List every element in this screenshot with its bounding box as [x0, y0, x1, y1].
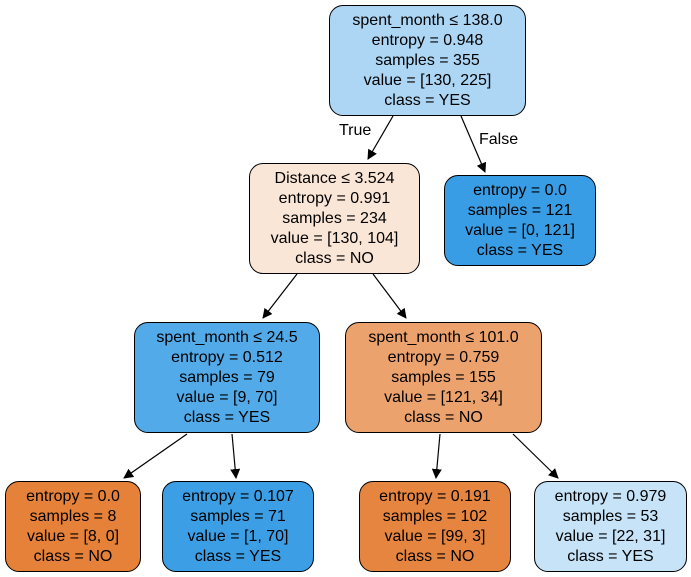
node-leaf-no-102-value: value = [99, 3] — [384, 527, 486, 545]
edge-label-false: False — [479, 131, 519, 148]
edge-n1-n4 — [372, 273, 407, 319]
node-spent-month-101-class: class = NO — [404, 408, 483, 426]
node-spent-month-24-5-value: value = [9, 70] — [176, 388, 278, 406]
node-leaf-yes-53: entropy = 0.979 samples = 53 value = [22… — [534, 481, 687, 572]
edge-label-true: True — [339, 122, 372, 139]
node-leaf-no-102-samples: samples = 102 — [382, 507, 488, 525]
node-leaf-yes-71-value: value = [1, 70] — [187, 527, 289, 545]
node-leaf-no-8: entropy = 0.0 samples = 8 value = [8, 0]… — [5, 481, 141, 572]
node-leaf-no-8-entropy: entropy = 0.0 — [26, 487, 120, 505]
node-root-value: value = [130, 225] — [363, 71, 492, 89]
node-spent-month-24-5-class: class = YES — [183, 408, 271, 426]
node-leaf-no-102-class: class = NO — [395, 547, 475, 565]
node-spent-month-101: spent_month ≤ 101.0 entropy = 0.759 samp… — [345, 322, 542, 433]
node-leaf-yes-121: entropy = 0.0 samples = 121 value = [0, … — [444, 175, 596, 266]
node-leaf-yes-71-entropy: entropy = 0.107 — [182, 487, 294, 505]
edge-root-n1 — [367, 115, 394, 160]
node-root-split: spent_month ≤ 138.0 — [352, 11, 503, 29]
node-spent-month-101-condition: spent_month ≤ 101.0 — [368, 328, 519, 346]
node-leaf-yes-121-class: class = YES — [476, 241, 564, 259]
node-root-samples: samples = 355 — [375, 51, 480, 69]
edge-n4-n8 — [512, 433, 559, 479]
node-spent-month-24-5-condition: spent_month ≤ 24.5 — [156, 328, 298, 346]
node-leaf-no-102: entropy = 0.191 samples = 102 value = [9… — [359, 481, 511, 572]
node-leaf-yes-71-samples: samples = 71 — [190, 507, 286, 525]
edge-n3-n5 — [123, 433, 188, 479]
node-leaf-yes-121-entropy: entropy = 0.0 — [473, 181, 567, 199]
edge-root-n2 — [460, 115, 487, 173]
node-spent-month-101-samples: samples = 155 — [391, 368, 496, 386]
edge-n4-n7 — [431, 433, 442, 479]
node-root-entropy: entropy = 0.948 — [371, 31, 484, 49]
node-leaf-yes-53-entropy: entropy = 0.979 — [554, 487, 667, 505]
node-distance-split-entropy: entropy = 0.991 — [278, 189, 391, 207]
edge-n1-n3 — [262, 273, 298, 319]
node-leaf-no-8-samples: samples = 8 — [29, 507, 117, 525]
node-spent-month-24-5-samples: samples = 79 — [179, 368, 275, 386]
node-leaf-no-102-entropy: entropy = 0.191 — [379, 487, 491, 505]
node-spent-month-101-value: value = [121, 34] — [384, 388, 503, 406]
node-root: spent_month ≤ 138.0 entropy = 0.948 samp… — [329, 5, 526, 116]
node-leaf-yes-53-value: value = [22, 31] — [555, 527, 666, 545]
node-distance-split: Distance ≤ 3.524 entropy = 0.991 samples… — [249, 163, 420, 274]
node-spent-month-101-entropy: entropy = 0.759 — [387, 348, 500, 366]
node-leaf-yes-121-samples: samples = 121 — [467, 201, 573, 219]
node-leaf-yes-53-samples: samples = 53 — [562, 507, 659, 525]
edge-n3-n6 — [230, 433, 241, 479]
node-distance-split-condition: Distance ≤ 3.524 — [274, 169, 395, 187]
node-leaf-yes-53-class: class = YES — [567, 547, 654, 565]
node-root-class: class = YES — [384, 91, 471, 109]
node-distance-split-class: class = NO — [295, 249, 374, 267]
node-leaf-yes-121-value: value = [0, 121] — [465, 221, 575, 239]
node-leaf-yes-71-class: class = YES — [194, 547, 282, 565]
node-leaf-yes-71: entropy = 0.107 samples = 71 value = [1,… — [162, 481, 314, 572]
node-spent-month-24-5-entropy: entropy = 0.512 — [171, 348, 283, 366]
node-leaf-no-8-value: value = [8, 0] — [26, 527, 120, 545]
node-spent-month-24-5: spent_month ≤ 24.5 entropy = 0.512 sampl… — [134, 322, 320, 433]
node-distance-split-samples: samples = 234 — [282, 209, 387, 227]
node-distance-split-value: value = [130, 104] — [270, 229, 399, 247]
node-leaf-no-8-class: class = NO — [33, 547, 113, 565]
